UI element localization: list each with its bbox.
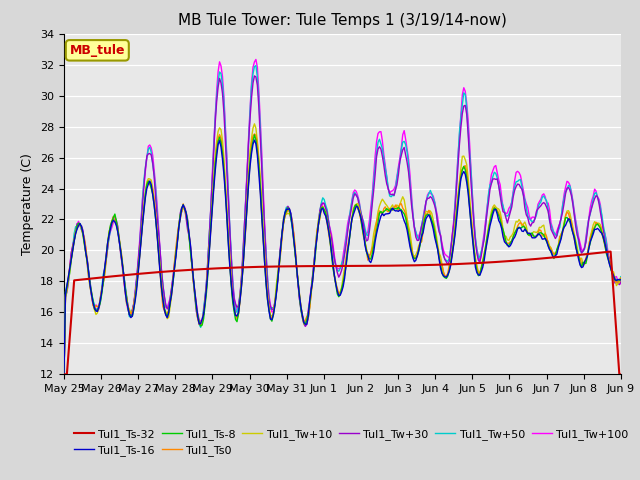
Y-axis label: Temperature (C): Temperature (C) xyxy=(22,153,35,255)
Title: MB Tule Tower: Tule Temps 1 (3/19/14-now): MB Tule Tower: Tule Temps 1 (3/19/14-now… xyxy=(178,13,507,28)
Text: MB_tule: MB_tule xyxy=(70,44,125,57)
Legend: Tul1_Ts-32, Tul1_Ts-16, Tul1_Ts-8, Tul1_Ts0, Tul1_Tw+10, Tul1_Tw+30, Tul1_Tw+50,: Tul1_Ts-32, Tul1_Ts-16, Tul1_Ts-8, Tul1_… xyxy=(70,424,633,460)
